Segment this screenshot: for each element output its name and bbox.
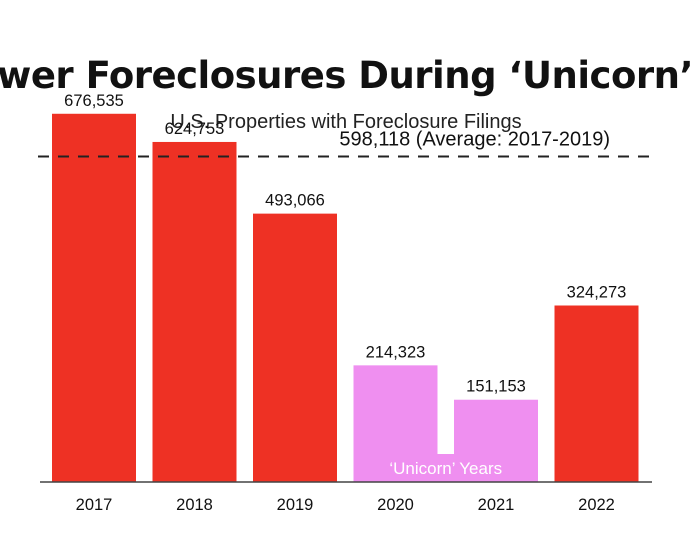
x-tick-2022: 2022 [578, 496, 615, 514]
unicorn-years-band [353, 454, 538, 482]
x-tick-2017: 2017 [76, 496, 113, 514]
x-tick-2019: 2019 [277, 496, 314, 514]
value-label-2021: 151,153 [466, 378, 526, 396]
value-label-2019: 493,066 [265, 192, 325, 210]
value-label-2018: 624,753 [165, 120, 225, 138]
unicorn-years-label: ‘Unicorn’ Years [389, 459, 502, 478]
value-label-2022: 324,273 [567, 284, 627, 302]
bar-2017 [52, 113, 136, 482]
value-label-2017: 676,535 [64, 92, 124, 110]
bar-2019 [253, 213, 337, 482]
labels-layer: 676,535 2017 624,753 2018 493,066 2019 214,323… [64, 92, 626, 514]
x-tick-2020: 2020 [377, 496, 414, 514]
bar-2022 [554, 305, 639, 482]
chart-title: 1M Fewer Foreclosures During ‘Unicorn’ Y… [0, 54, 692, 97]
value-label-2020: 214,323 [366, 343, 426, 361]
bars-layer [52, 113, 639, 482]
average-label: 598,118 (Average: 2017-2019) [339, 128, 610, 150]
x-tick-2018: 2018 [176, 496, 213, 514]
chart-subtitle: U.S. Properties with Foreclosure Filings [170, 111, 521, 133]
bar-2018 [152, 141, 237, 482]
x-tick-2021: 2021 [478, 496, 515, 514]
